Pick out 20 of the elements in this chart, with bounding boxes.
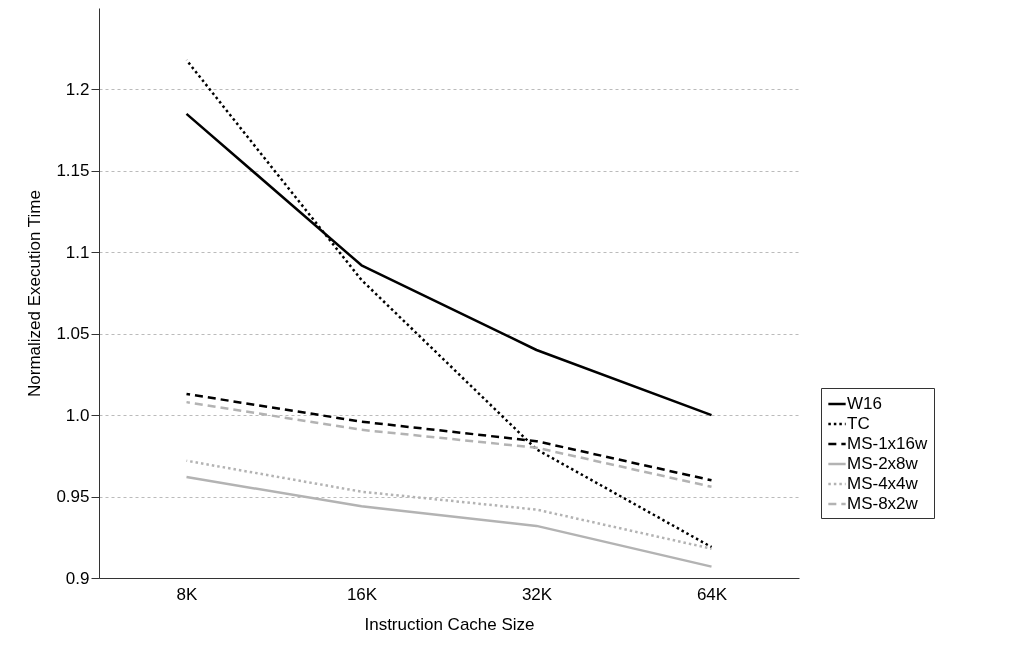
x-axis-title: Instruction Cache Size	[364, 614, 535, 634]
line-series	[185, 58, 713, 549]
y-tick-label: 0.95	[56, 487, 90, 507]
x-tick-label: 8K	[176, 584, 199, 604]
x-tick-label: 16K	[346, 584, 378, 604]
legend-label: TC	[847, 414, 870, 433]
y-tick-label: 0.9	[65, 568, 90, 588]
y-tick-label: 1.15	[56, 161, 90, 181]
y-tick-label: 1.0	[65, 405, 90, 425]
y-tick-label: 1.1	[65, 242, 90, 262]
legend-label: MS-8x2w	[847, 494, 919, 513]
legend-label: MS-2x8w	[847, 454, 919, 473]
x-tick-label: 32K	[521, 584, 553, 604]
x-tick-label: 64K	[696, 584, 728, 604]
y-axis-title: Normalized Execution Time	[25, 190, 45, 397]
legend-label: W16	[847, 394, 882, 413]
legend-label: MS-4x4w	[847, 474, 919, 493]
y-tick-label: 1.05	[56, 324, 90, 344]
y-tick-label: 1.2	[65, 79, 90, 99]
legend-label: MS-1x16w	[847, 434, 929, 453]
